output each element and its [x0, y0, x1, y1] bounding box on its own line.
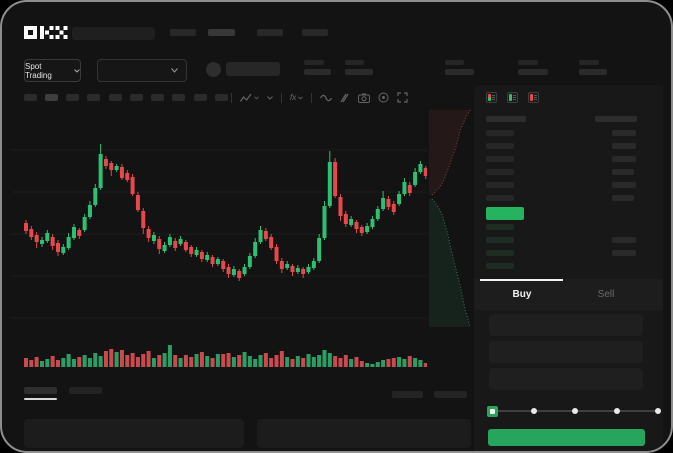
bottom-action-placeholder[interactable]	[434, 391, 467, 398]
toolbar-divider	[231, 92, 232, 103]
slider-stop[interactable]	[655, 408, 661, 414]
timeframe-placeholder[interactable]	[194, 94, 207, 101]
pair-avatar	[206, 62, 221, 77]
nav-item-placeholder[interactable]	[170, 29, 196, 36]
toolbar-divider	[311, 92, 313, 103]
ask-row-price[interactable]	[486, 195, 514, 201]
tab-buy-label: Buy	[512, 289, 532, 300]
bottom-action-placeholder[interactable]	[392, 391, 423, 398]
chart-toolbar: fx	[231, 91, 408, 104]
tab-sell-label: Sell	[597, 289, 615, 300]
orders-table-placeholder	[24, 419, 244, 448]
timeframe-placeholder[interactable]	[66, 94, 79, 101]
total-input-placeholder[interactable]	[489, 368, 643, 390]
tab-buy[interactable]: Buy	[480, 279, 564, 310]
stat-value-placeholder	[345, 69, 373, 75]
line-style-icon[interactable]	[320, 94, 333, 102]
ask-row-price[interactable]	[486, 130, 514, 136]
tab-sell[interactable]: Sell	[564, 279, 648, 310]
bid-row-price[interactable]	[486, 224, 514, 230]
chevron-down-icon	[171, 68, 178, 73]
timeframe-placeholder[interactable]	[172, 94, 185, 101]
slider-stop[interactable]	[572, 408, 578, 414]
bid-row-amount[interactable]	[612, 250, 636, 256]
nav-item-placeholder[interactable]	[302, 29, 328, 36]
price-input-placeholder[interactable]	[489, 314, 643, 336]
slider-stop[interactable]	[530, 408, 537, 414]
slider-stop[interactable]	[613, 408, 620, 414]
ask-row-price[interactable]	[486, 156, 514, 162]
order-form-tabs: Buy Sell	[474, 279, 663, 310]
ask-row-amount[interactable]	[612, 169, 634, 175]
fullscreen-icon[interactable]	[397, 92, 408, 103]
stat-value-placeholder	[445, 69, 474, 75]
bottom-tab-underline	[24, 398, 57, 400]
stat-label-placeholder	[345, 60, 364, 65]
market-type-label: Spot Trading	[25, 61, 52, 80]
stat-label-placeholder	[445, 60, 464, 65]
ticker-price-placeholder	[226, 62, 280, 76]
chevron-down-icon[interactable]	[267, 95, 273, 100]
amount-input-placeholder[interactable]	[489, 341, 643, 363]
active-tab-indicator	[480, 279, 563, 281]
stat-value-placeholder	[518, 69, 548, 75]
ask-row-price[interactable]	[486, 169, 514, 175]
ask-row-price[interactable]	[486, 143, 514, 149]
chevron-down-icon	[74, 68, 80, 73]
timeframe-placeholder[interactable]	[87, 94, 100, 101]
ask-row-amount[interactable]	[612, 182, 636, 188]
orderbook-panel	[474, 85, 663, 451]
ask-row-amount[interactable]	[612, 143, 636, 149]
camera-icon[interactable]	[358, 93, 371, 103]
stat-label-placeholder	[579, 60, 599, 65]
nav-search-placeholder[interactable]	[72, 27, 155, 40]
book-asks-icon[interactable]	[528, 92, 539, 103]
indicator-fx-icon[interactable]: fx	[290, 93, 304, 102]
timeframe-placeholder[interactable]	[109, 94, 122, 101]
bid-row-price[interactable]	[486, 250, 514, 256]
timeframe-placeholder[interactable]	[24, 94, 37, 101]
fx-label: fx	[290, 93, 297, 102]
timeframe-placeholder[interactable]	[130, 94, 143, 101]
volume-histogram	[24, 345, 427, 367]
orderbook-header-amount[interactable]	[595, 116, 637, 122]
buy-button[interactable]	[488, 429, 645, 446]
last-price-flag[interactable]	[486, 207, 524, 220]
orders-table-placeholder	[257, 419, 471, 448]
orderbook-header-price[interactable]	[486, 116, 526, 122]
timeframe-placeholder-active[interactable]	[45, 94, 58, 101]
timeframe-placeholder[interactable]	[215, 94, 228, 101]
stat-value-placeholder	[304, 69, 331, 75]
stat-label-placeholder	[518, 60, 538, 65]
candle-style-icon[interactable]	[240, 93, 259, 103]
pair-dropdown[interactable]	[97, 59, 187, 82]
settings-target-icon[interactable]	[378, 92, 389, 103]
timeframe-placeholder[interactable]	[151, 94, 164, 101]
stat-label-placeholder	[304, 60, 324, 65]
slider-handle[interactable]	[486, 405, 498, 417]
bid-row-price[interactable]	[486, 263, 514, 269]
bid-row-amount[interactable]	[612, 237, 636, 243]
market-type-selector[interactable]: Spot Trading	[24, 59, 81, 82]
candlestick-chart[interactable]	[12, 107, 427, 339]
bid-row-price[interactable]	[486, 237, 514, 243]
compare-lines-icon[interactable]	[340, 93, 350, 103]
okx-logo[interactable]	[24, 26, 68, 39]
ask-row-price[interactable]	[486, 182, 514, 188]
toolbar-divider	[281, 92, 282, 103]
stat-value-placeholder	[579, 69, 607, 75]
ask-row-amount[interactable]	[612, 156, 636, 162]
ask-row-amount[interactable]	[612, 195, 634, 201]
bottom-tab-active-placeholder[interactable]	[24, 387, 57, 394]
depth-chart[interactable]	[429, 109, 475, 328]
bottom-tab-placeholder[interactable]	[69, 387, 102, 394]
nav-item-placeholder[interactable]	[257, 29, 283, 36]
nav-item-placeholder[interactable]	[208, 29, 235, 36]
book-bids-icon[interactable]	[507, 92, 518, 103]
ask-row-amount[interactable]	[612, 130, 636, 136]
book-both-icon[interactable]	[486, 92, 497, 103]
